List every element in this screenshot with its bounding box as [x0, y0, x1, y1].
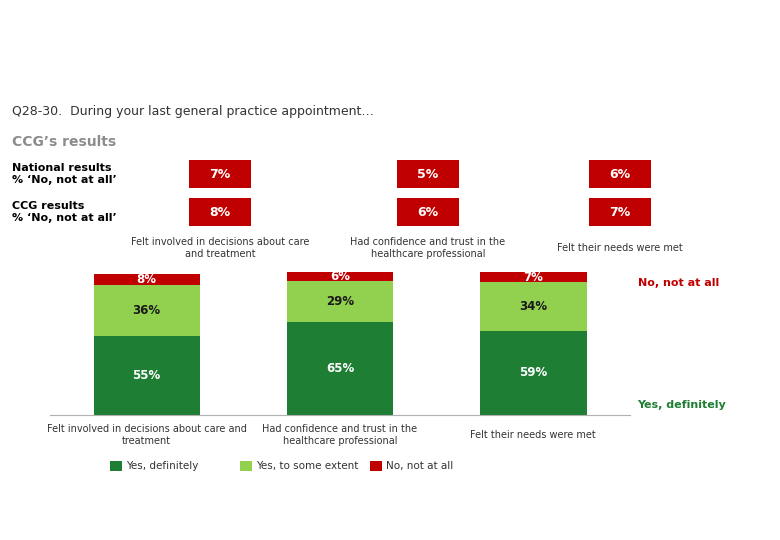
Bar [94, 285, 200, 336]
Text: 34%: 34% [519, 300, 548, 313]
Text: 5%: 5% [417, 167, 438, 180]
Bar [589, 160, 651, 188]
Text: 6%: 6% [330, 270, 350, 283]
Bar [94, 336, 200, 415]
Text: 7%: 7% [523, 271, 544, 284]
Bar [370, 461, 382, 471]
Text: 59%: 59% [519, 366, 548, 380]
Bar [480, 282, 587, 330]
Text: Ipsos MORI
Social Research Institute
© Ipsos MORI    18-042653-01 | Version 1| P: Ipsos MORI Social Research Institute © I… [10, 505, 196, 538]
Text: Perceptions of care at patients’ last appointment with a
healthcare professional: Perceptions of care at patients’ last ap… [14, 21, 633, 65]
Text: Yes, to some extent: Yes, to some extent [256, 461, 358, 471]
Text: Had confidence and trust in the
healthcare professional: Had confidence and trust in the healthca… [350, 237, 505, 259]
Text: National results
% ‘No, not at all’: National results % ‘No, not at all’ [12, 163, 117, 185]
Text: Q28-30.  During your last general practice appointment…: Q28-30. During your last general practic… [12, 105, 374, 118]
Bar [480, 330, 587, 415]
Bar [94, 274, 200, 285]
Text: Had confidence and trust in the
healthcare professional: Had confidence and trust in the healthca… [262, 424, 417, 446]
Bar [397, 160, 459, 188]
Text: CCG results
% ‘No, not at all’: CCG results % ‘No, not at all’ [12, 200, 117, 224]
Text: 7%: 7% [209, 167, 231, 180]
Bar [287, 281, 393, 322]
Bar [397, 198, 459, 226]
Text: 8%: 8% [136, 273, 157, 286]
Text: 29%: 29% [326, 295, 354, 308]
Bar [480, 272, 587, 282]
Text: Felt their needs were met: Felt their needs were met [557, 243, 682, 253]
Text: CCG’s results: CCG’s results [12, 135, 116, 149]
Text: Yes, definitely: Yes, definitely [637, 400, 726, 409]
Text: Felt involved in decisions about care
and treatment: Felt involved in decisions about care an… [131, 237, 309, 259]
Text: 33: 33 [383, 517, 397, 527]
Bar [189, 160, 251, 188]
Text: Yes, definitely: Yes, definitely [126, 461, 198, 471]
Bar [287, 272, 393, 281]
Text: No, not at all: No, not at all [386, 461, 453, 471]
Text: 55%: 55% [133, 369, 161, 382]
Text: Base: All who had an appointment since being registered with current GP practice: Base: All who had an appointment since b… [10, 481, 578, 502]
Text: Felt involved in decisions about care and
treatment: Felt involved in decisions about care an… [47, 424, 246, 446]
Bar [240, 461, 252, 471]
Text: Felt their needs were met: Felt their needs were met [470, 430, 596, 440]
Bar [189, 198, 251, 226]
Bar [287, 322, 393, 415]
Text: 8%: 8% [210, 206, 231, 219]
Text: 65%: 65% [326, 362, 354, 375]
Text: 7%: 7% [609, 206, 630, 219]
Bar [110, 461, 122, 471]
Text: 6%: 6% [609, 167, 630, 180]
Text: 36%: 36% [133, 304, 161, 317]
Bar [589, 198, 651, 226]
Text: No, not at all: No, not at all [637, 278, 718, 288]
Text: 6%: 6% [417, 206, 438, 219]
